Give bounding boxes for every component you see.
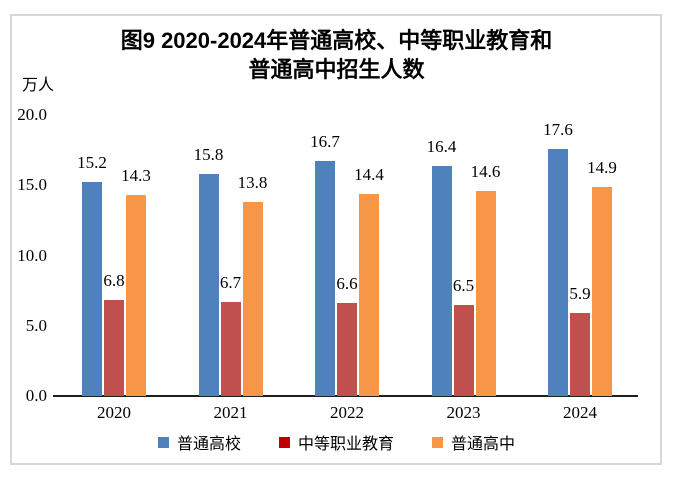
bar-value-label-secondary-vocational-education-2021: 6.7 bbox=[219, 272, 242, 292]
x-axis-line bbox=[53, 395, 638, 397]
bar-value-label-regular-high-school-2022: 14.4 bbox=[354, 164, 384, 184]
y-axis-tick-label: 15.0 bbox=[17, 175, 47, 195]
bar-regular-high-school-2020 bbox=[126, 195, 146, 396]
bar-value-label-regular-higher-education-2021: 15.8 bbox=[193, 145, 224, 164]
bar-value-label-regular-high-school-2023: 14.6 bbox=[470, 161, 501, 181]
x-axis-tick-label: 2023 bbox=[446, 403, 481, 422]
bar-secondary-vocational-education-2022 bbox=[337, 303, 357, 396]
bar-regular-higher-education-2020 bbox=[82, 182, 102, 396]
bar-regular-higher-education-2021 bbox=[198, 174, 219, 396]
bar-value-label-secondary-vocational-education-2023: 6.5 bbox=[452, 275, 475, 295]
chart-title: 图9 2020-2024年普通高校、中等职业教育和 普通高中招生人数 bbox=[0, 26, 673, 84]
figure-border bbox=[10, 14, 662, 465]
bar-value-label-regular-higher-education-2022: 16.7 bbox=[310, 132, 340, 152]
legend-item-regular-high-school: 普通高中 bbox=[432, 430, 515, 454]
bar-value-label-secondary-vocational-education-2022: 6.6 bbox=[336, 274, 358, 294]
bar-regular-high-school-2024 bbox=[592, 186, 612, 396]
bar-regular-high-school-2022 bbox=[359, 193, 379, 396]
legend-item-regular-higher-education: 普通高校 bbox=[157, 430, 241, 454]
y-axis-tick-label: 10.0 bbox=[17, 245, 47, 265]
bar-value-label-regular-higher-education-2020: 15.2 bbox=[77, 153, 107, 173]
bar-regular-high-school-2023 bbox=[475, 190, 496, 396]
bar-regular-higher-education-2023 bbox=[431, 165, 452, 396]
bar-value-label-regular-high-school-2020: 14.3 bbox=[121, 166, 151, 186]
bar-value-label-secondary-vocational-education-2024: 5.9 bbox=[569, 284, 591, 304]
bar-secondary-vocational-education-2020 bbox=[104, 300, 124, 396]
x-axis-tick-label: 2021 bbox=[213, 403, 248, 422]
chart-title-line1: 图9 2020-2024年普通高校、中等职业教育和 bbox=[120, 28, 553, 53]
x-axis-tick-label: 2020 bbox=[97, 403, 131, 422]
bar-regular-higher-education-2022 bbox=[315, 161, 335, 396]
bar-value-label-regular-high-school-2021: 13.8 bbox=[237, 173, 268, 193]
legend-label-regular-higher-education: 普通高校 bbox=[176, 436, 241, 453]
bar-secondary-vocational-education-2021 bbox=[220, 301, 241, 396]
bar-secondary-vocational-education-2023 bbox=[453, 304, 474, 396]
y-axis-tick-label: 0.0 bbox=[25, 386, 47, 405]
y-axis-unit-label: 万人 bbox=[22, 77, 55, 94]
bar-value-label-secondary-vocational-education-2020: 6.8 bbox=[103, 271, 125, 291]
bar-regular-high-school-2021 bbox=[242, 202, 263, 396]
legend-swatch-icon bbox=[278, 436, 290, 448]
legend-swatch-icon bbox=[432, 436, 443, 448]
chart-title-line2: 普通高中招生人数 bbox=[248, 57, 425, 82]
bar-value-label-regular-higher-education-2023: 16.4 bbox=[426, 136, 457, 156]
x-axis-tick-label: 2024 bbox=[563, 403, 597, 422]
y-axis-tick-label: 5.0 bbox=[25, 315, 47, 335]
legend-label-secondary-vocational-education: 中等职业教育 bbox=[297, 436, 394, 453]
bar-secondary-vocational-education-2024 bbox=[570, 313, 590, 396]
legend-label-regular-high-school: 普通高中 bbox=[451, 436, 516, 453]
legend-item-secondary-vocational-education: 中等职业教育 bbox=[278, 430, 394, 454]
legend: 普通高校 中等职业教育 普通高中 bbox=[0, 430, 673, 454]
x-axis-tick-label: 2022 bbox=[330, 403, 364, 422]
bar-regular-higher-education-2024 bbox=[548, 148, 568, 396]
bar-value-label-regular-higher-education-2024: 17.6 bbox=[543, 119, 573, 139]
bar-value-label-regular-high-school-2024: 14.9 bbox=[587, 157, 617, 177]
y-axis-tick-label: 20.0 bbox=[17, 105, 47, 124]
legend-swatch-icon bbox=[157, 436, 169, 448]
